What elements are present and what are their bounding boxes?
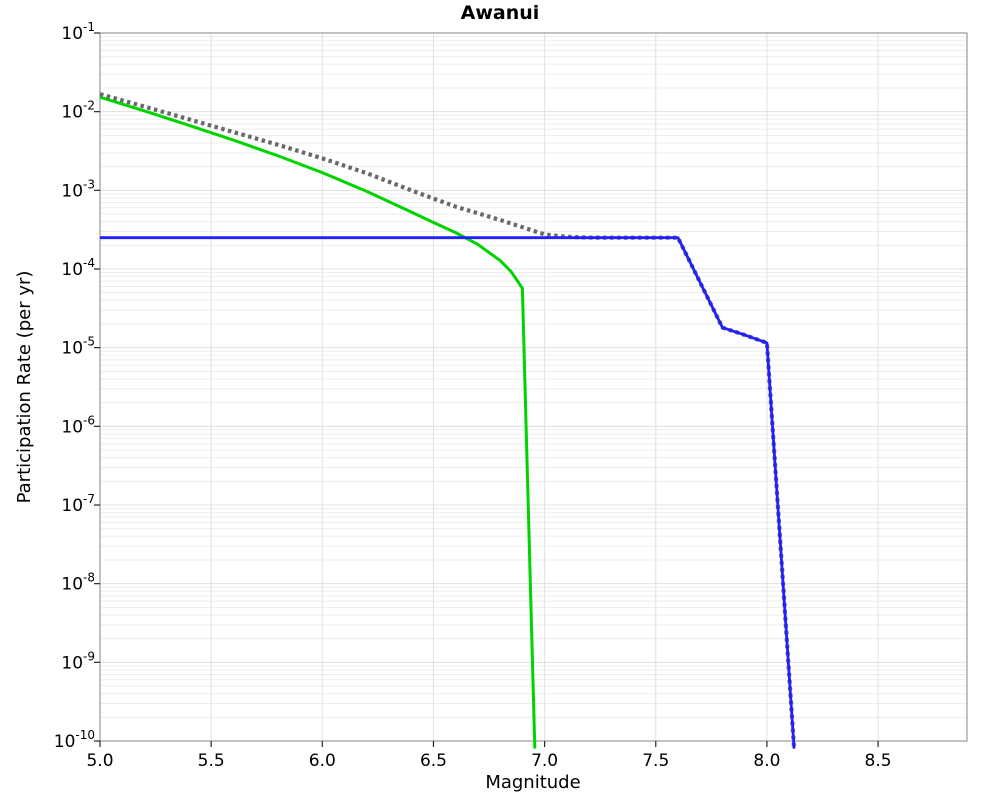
- y-tick-label: 10-8: [61, 571, 95, 595]
- y-tick-label: 10-5: [61, 335, 95, 359]
- y-tick-label: 10-6: [61, 413, 95, 437]
- x-tick-label: 8.5: [865, 751, 892, 771]
- x-tick-label: 5.5: [198, 751, 225, 771]
- grid-layer: [99, 32, 967, 742]
- x-axis-label: Magnitude: [485, 772, 580, 793]
- y-tick-label: 10-3: [61, 177, 95, 201]
- x-tick-label: 8.0: [753, 751, 780, 771]
- series-layer: [99, 92, 797, 749]
- y-tick-label: 10-10: [54, 728, 95, 752]
- green-solid-curve: [99, 95, 537, 749]
- y-axis-label: Participation Rate (per yr): [14, 271, 35, 504]
- y-tick-label: 10-7: [61, 492, 95, 516]
- gray-dotted-curve: [99, 92, 797, 749]
- chart-title: Awanui: [461, 2, 540, 24]
- blue-solid-curve: [100, 236, 796, 749]
- x-tick-label: 7.0: [531, 751, 558, 771]
- x-tick-label: 5.0: [86, 751, 113, 771]
- x-tick-label: 6.5: [420, 751, 447, 771]
- y-tick-label: 10-9: [61, 649, 95, 673]
- x-tick-label: 7.5: [642, 751, 669, 771]
- y-tick-label: 10-2: [61, 99, 95, 123]
- x-tick-label: 6.0: [309, 751, 336, 771]
- tick-layer: 5.0 5.5 6.0 6.5 7.0 7.5 8.0 8.5 10-1 10-2 10-3 10-4…: [54, 20, 892, 771]
- y-tick-label: 10-1: [61, 20, 95, 44]
- y-tick-label: 10-4: [61, 256, 95, 280]
